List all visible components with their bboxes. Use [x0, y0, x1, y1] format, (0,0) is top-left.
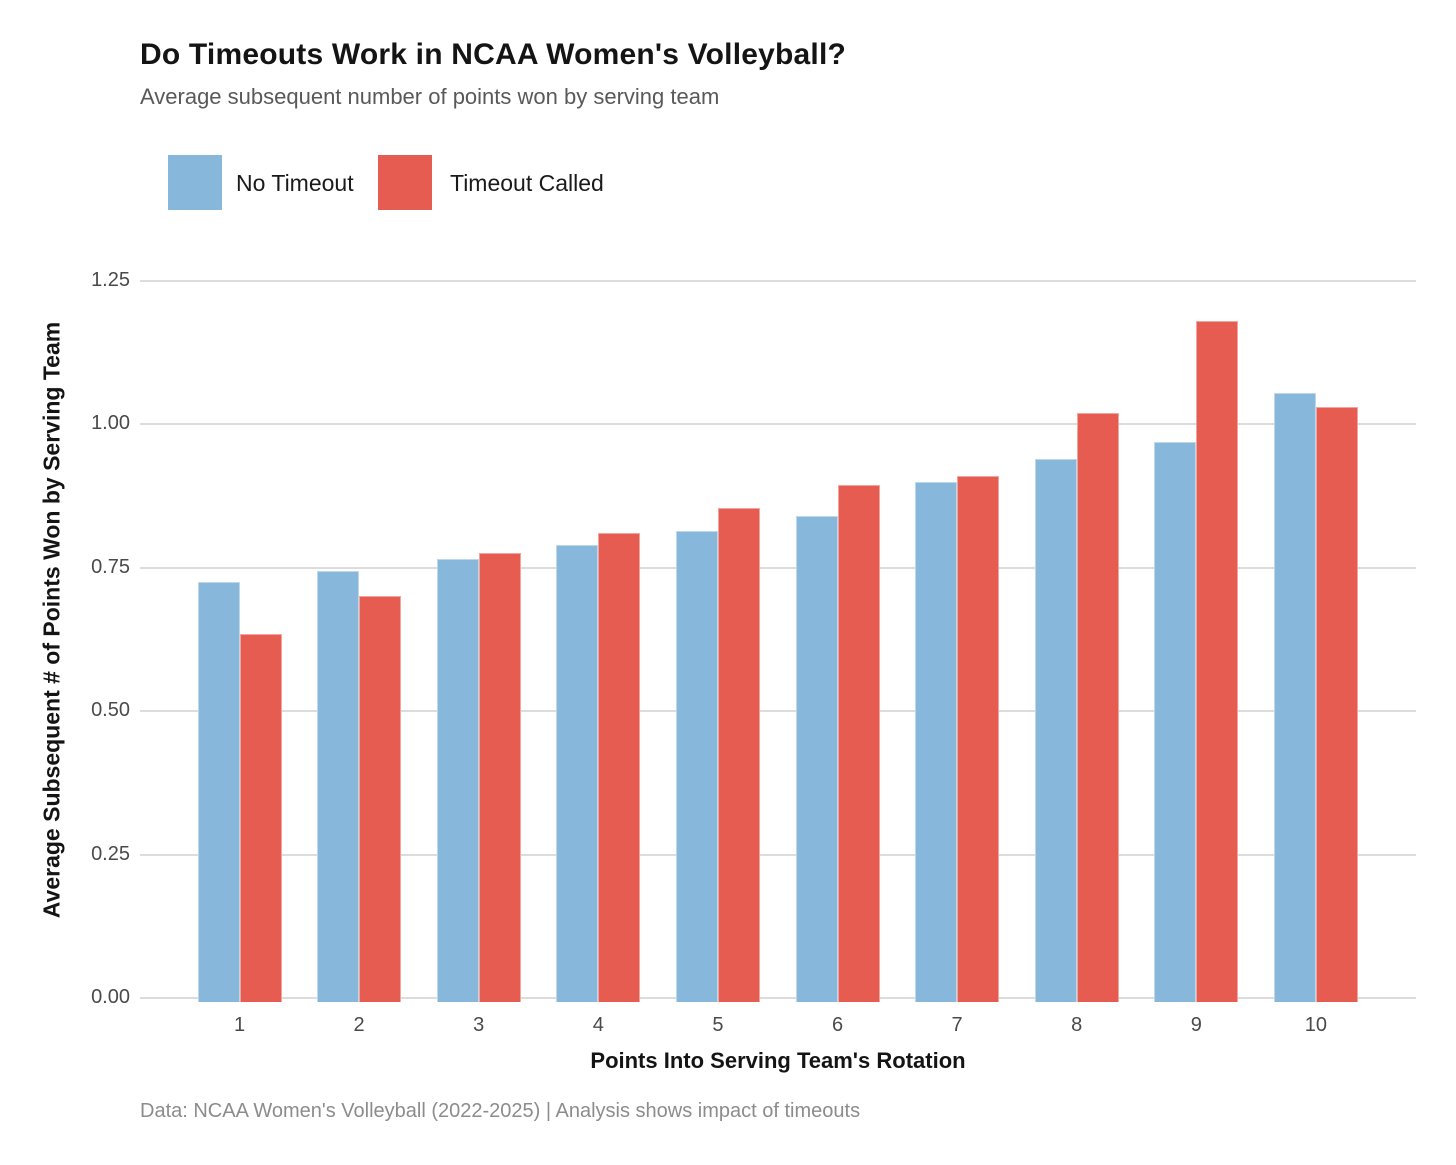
x-tick-label: 7 [951, 1014, 963, 1036]
y-tick-label: 0.25 [91, 842, 130, 865]
chart-title: Do Timeouts Work in NCAA Women's Volleyb… [140, 38, 847, 71]
bar-no-timeout-3 [436, 559, 479, 1002]
gridline-1.00 [140, 423, 1416, 426]
bar-no-timeout-5 [675, 530, 718, 1002]
x-tick-label: 10 [1304, 1014, 1328, 1036]
x-tick-label: 8 [1071, 1014, 1083, 1036]
bar-timeout-called-4 [598, 533, 641, 1002]
x-tick-label: 5 [712, 1014, 724, 1036]
bar-timeout-called-10 [1315, 407, 1358, 1002]
y-tick-label: 0.50 [91, 699, 130, 722]
y-tick-label: 0.75 [91, 555, 130, 578]
bar-no-timeout-8 [1034, 458, 1077, 1002]
bar-no-timeout-4 [556, 544, 599, 1002]
bar-timeout-called-3 [478, 553, 521, 1002]
gridline-0.50 [140, 710, 1416, 713]
bar-no-timeout-6 [795, 516, 838, 1002]
x-tick-label: 1 [233, 1014, 246, 1036]
bar-timeout-called-8 [1076, 412, 1119, 1002]
y-tick-label: 1.00 [91, 412, 130, 435]
legend-label-no-timeout: No Timeout [236, 170, 354, 196]
gridline-1.25 [140, 280, 1416, 282]
bar-timeout-called-2 [359, 596, 402, 1002]
x-tick-label: 2 [353, 1014, 365, 1036]
legend-label-timeout-called: Timeout Called [450, 170, 604, 196]
bar-timeout-called-5 [717, 507, 760, 1002]
legend-swatch-no-timeout [168, 155, 222, 210]
legend-swatch-timeout-called [378, 155, 432, 210]
y-tick-label: 1.25 [91, 269, 130, 291]
bar-no-timeout-2 [317, 570, 360, 1002]
bar-no-timeout-7 [915, 481, 958, 1002]
bar-timeout-called-9 [1196, 321, 1239, 1002]
bar-timeout-called-7 [957, 476, 1000, 1002]
x-tick-label: 9 [1190, 1014, 1202, 1036]
gridline-0.25 [140, 853, 1416, 856]
bar-timeout-called-6 [837, 484, 880, 1002]
bar-no-timeout-10 [1273, 392, 1316, 1002]
footer-caption: Data: NCAA Women's Volleyball (2022-2025… [140, 1100, 861, 1122]
x-axis-title: Points Into Serving Team's Rotation [590, 1048, 966, 1073]
x-tick-label: 3 [473, 1014, 485, 1036]
gridline-0.00 [140, 997, 1416, 999]
y-tick-label: 0.00 [91, 986, 130, 1008]
x-tick-label: 4 [592, 1014, 604, 1036]
chart-subtitle: Average subsequent number of points won … [140, 84, 720, 109]
bar-timeout-called-1 [239, 633, 282, 1002]
bar-no-timeout-1 [197, 582, 240, 1002]
y-axis-title: Average Subsequent # of Points Won by Se… [38, 321, 65, 919]
x-tick-label: 6 [831, 1014, 844, 1036]
bar-no-timeout-9 [1154, 441, 1197, 1002]
gridline-0.75 [140, 566, 1416, 569]
